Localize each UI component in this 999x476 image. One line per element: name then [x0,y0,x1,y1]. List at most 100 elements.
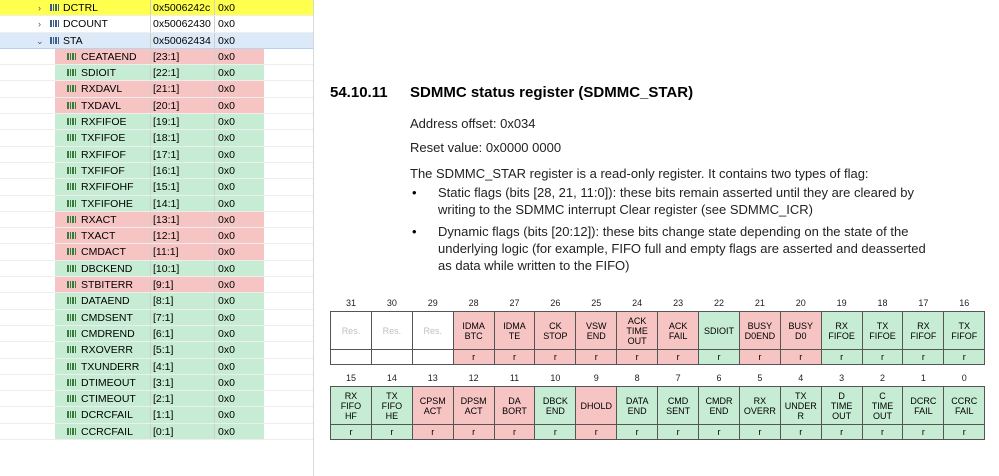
flag-bit-range: [17:1] [153,148,180,161]
bullet-static-flags: Static flags (bits [28, 21, 11:0]): thes… [438,184,993,218]
bit-number: 19 [836,298,847,308]
flag-name: TXFIFOE [81,132,126,145]
value: 0x0 [218,262,235,275]
bit-number: 29 [427,298,438,308]
section-title: SDMMC status register (SDMMC_STAR) [410,84,694,101]
value: 0x0 [218,181,235,194]
bitfield-name: D0 [794,330,807,341]
chevron-icon[interactable]: › [38,19,41,30]
bitfield-name: ACT [464,405,483,416]
register-row[interactable]: › DCOUNT 0x50062430 0x0 [0,16,313,33]
access-type: r [943,424,986,440]
bitfield-cell: CK STOP [534,311,577,350]
chevron-icon[interactable]: ⌄ [36,35,44,46]
flag-row[interactable]: DCRCFAIL [1:1] 0x0 [0,407,313,424]
value: 0x0 [218,99,235,112]
flag-row[interactable]: CEATAEND [23:1] 0x0 [0,48,313,66]
flag-row[interactable]: STBITERR [9:1] 0x0 [0,277,313,294]
bitfield-cell: SDIOIT [698,311,740,350]
bitfield-name: END [586,330,606,341]
bullet-dynamic-flags: Dynamic flags (bits [20:12]): these bits… [438,223,993,274]
bitfield-name: BTC [464,330,483,341]
flag-name: CCRCFAIL [81,425,133,438]
value: 0x0 [218,376,235,389]
flag-bit-range: [7:1] [153,311,174,324]
flag-name: TXFIFOHE [81,197,133,210]
flag-row[interactable]: RXDAVL [21:1] 0x0 [0,81,313,98]
bitfield-name: END [709,405,729,416]
access-type: r [330,424,372,440]
flag-bit-range: [1:1] [153,409,174,422]
flag-bit-range: [20:1] [153,99,180,112]
field-icon [67,183,77,191]
bit-number: 23 [673,298,684,308]
bit-number: 22 [713,298,724,308]
chevron-icon[interactable]: › [38,3,41,13]
bit-number: 13 [427,373,438,383]
flag-row[interactable]: CMDREND [6:1] 0x0 [0,325,313,343]
access-type: r [698,424,740,440]
flag-highlight [55,114,264,130]
bitfield-name: UNDER [784,400,817,411]
field-icon [67,232,77,240]
bitfield-cell: TX FIFO HE [370,386,413,425]
bitfield-name: FIFOE [828,330,855,341]
bitfield-name: D [838,390,845,401]
register-row[interactable]: ⌄ STA 0x50062434 0x0 [0,32,313,49]
access-type [411,349,454,365]
flag-row[interactable]: RXFIFOHF [15:1] 0x0 [0,179,313,196]
bitfield-name: RX [917,320,930,331]
register-bitfield-upper: 31 30 29 28 27 26 25 24 23 22 21 20 19 18 17 16 Res. Res.… [330,295,986,365]
flag-row[interactable]: DBCKEND [10:1] 0x0 [0,260,313,278]
bit-number: 20 [795,298,806,308]
reference-manual-excerpt: 54.10.11 SDMMC status register (SDMMC_ST… [330,0,995,476]
flag-row[interactable]: RXFIFOE [19:1] 0x0 [0,114,313,131]
flag-highlight [55,81,264,97]
flag-name: RXDAVL [81,83,123,96]
register-row[interactable]: › DCTRL 0x5006242c 0x0 [0,0,313,17]
flag-bit-range: [10:1] [153,262,180,275]
flag-name: STBITERR [81,279,133,292]
flag-highlight [55,423,264,440]
value: 0x0 [218,197,235,210]
flag-row[interactable]: CMDACT [11:1] 0x0 [0,244,313,261]
register-name: DCOUNT [63,18,108,31]
flag-row[interactable]: TXACT [12:1] 0x0 [0,228,313,245]
field-icon [67,264,77,272]
flag-row[interactable]: CTIMEOUT [2:1] 0x0 [0,391,313,408]
flag-row[interactable]: RXFIFOF [17:1] 0x0 [0,146,313,163]
bitfield-name: END [545,405,565,416]
field-icon [67,69,77,77]
bit-number: 1 [920,373,926,383]
flag-row[interactable]: TXUNDERR [4:1] 0x0 [0,358,313,375]
flag-row[interactable]: CCRCFAIL [0:1] 0x0 [0,423,313,441]
flag-row[interactable]: CMDSENT [7:1] 0x0 [0,309,313,326]
flag-row[interactable]: TXFIFOF [16:1] 0x0 [0,162,313,180]
flag-row[interactable]: TXDAVL [20:1] 0x0 [0,97,313,115]
bitfield-name: HE [385,410,399,421]
bitfield-cell: TX UNDER R [779,386,822,425]
flag-row[interactable]: RXACT [13:1] 0x0 [0,211,313,229]
flag-row[interactable]: TXFIFOE [18:1] 0x0 [0,130,313,147]
access-type [370,349,413,365]
bitfield-cell: DA BORT [493,386,536,425]
flag-highlight [55,277,264,293]
field-icon [67,52,77,60]
flag-row[interactable]: TXFIFOHE [14:1] 0x0 [0,195,313,212]
flag-bit-range: [23:1] [153,50,180,63]
register-icon [50,4,60,11]
bitfield-name: IDMA [503,320,526,331]
flag-bit-range: [9:1] [153,279,174,292]
bullet-line: underlying logic (for example, FIFO full… [438,241,926,256]
flag-row[interactable]: DATAEND [8:1] 0x0 [0,293,313,310]
flag-bit-range: [11:1] [153,246,179,259]
flag-row[interactable]: SDIOIT [22:1] 0x0 [0,65,313,82]
flag-highlight [55,130,264,146]
register-address: 0x5006242c [153,2,211,14]
field-icon [67,346,77,354]
bitfield-cell: IDMA TE [493,311,536,350]
bit-number: 24 [632,298,643,308]
flag-row[interactable]: DTIMEOUT [3:1] 0x0 [0,374,313,392]
bitfield-cell: CMD SENT [657,386,700,425]
flag-row[interactable]: RXOVERR [5:1] 0x0 [0,342,313,359]
